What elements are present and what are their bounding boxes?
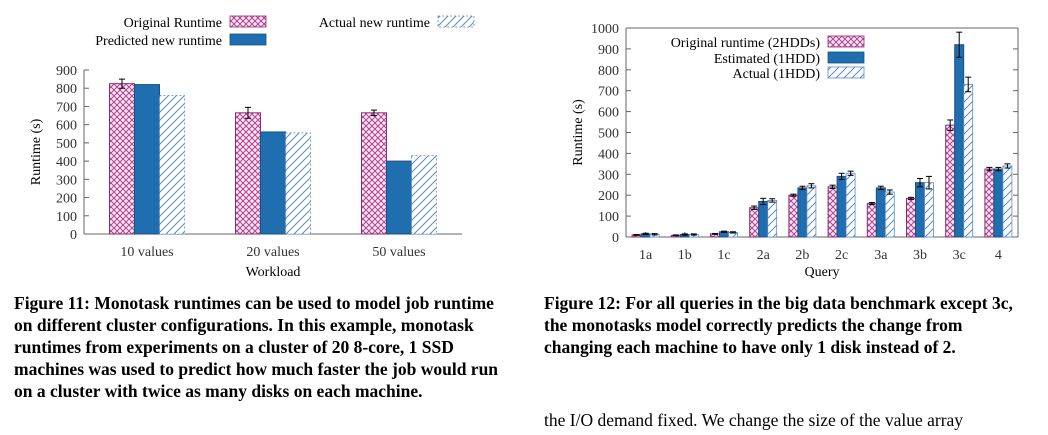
x-tick-label: 2b: [795, 248, 809, 263]
y-tick-label: 300: [56, 173, 77, 188]
bar-predicted: [915, 182, 925, 238]
legend-label: Actual (1HDD): [733, 67, 821, 82]
bar-actual: [806, 185, 817, 238]
legend-swatch-actual: [437, 15, 475, 28]
y-tick-label: 600: [598, 106, 619, 121]
y-tick-label: 200: [56, 192, 77, 207]
y-tick-label: 500: [56, 137, 77, 152]
x-tick-label: 3a: [874, 248, 888, 263]
x-tick-label: 50 values: [372, 245, 425, 260]
legend-swatch-predicted: [229, 33, 267, 46]
legend-label: Original Runtime: [124, 16, 222, 31]
bar-original: [749, 207, 760, 238]
legend-swatch-original: [229, 15, 267, 28]
y-tick-label: 1000: [591, 22, 619, 37]
bar-predicted: [875, 187, 886, 238]
x-tick-label: 10 values: [120, 245, 173, 260]
x-tick-label: 4: [995, 248, 1002, 263]
y-tick-label: 100: [598, 210, 619, 225]
figure-12: 0 100 200 300 400 500 600 700 800 900 1000 Runtime …: [530, 0, 1048, 435]
bar-actual: [1002, 165, 1013, 238]
bar-actual: [767, 200, 778, 238]
y-tick-label: 0: [612, 231, 619, 246]
legend-swatch-actual: [827, 66, 865, 79]
y-tick-label: 400: [598, 147, 619, 162]
bar-original: [827, 186, 838, 238]
x-tick-label: 20 values: [246, 245, 299, 260]
bar-original: [361, 112, 387, 235]
legend-swatch-predicted: [827, 51, 865, 64]
bar-predicted: [386, 160, 412, 235]
figure-11-chart: 0 100 200 300 400 500 600 700 800 900 Runtime (s) W…: [29, 15, 475, 280]
legend-label: Estimated (1HDD): [714, 52, 820, 67]
bar-actual: [884, 191, 895, 238]
x-tick-label: 1b: [678, 248, 692, 263]
y-axis-label: Runtime (s): [29, 118, 44, 185]
y-tick-label: 200: [598, 189, 619, 204]
figure-12-chart: 0 100 200 300 400 500 600 700 800 900 1000 Runtime …: [571, 22, 1019, 280]
bar-original: [109, 83, 135, 235]
bar-actual: [285, 132, 311, 235]
figure-11: 0 100 200 300 400 500 600 700 800 900 Runtime (s) W…: [14, 15, 499, 401]
y-tick-label: 0: [70, 228, 77, 243]
x-tick-label: 1a: [639, 248, 653, 263]
bar-predicted: [260, 131, 286, 235]
bar-original: [984, 168, 995, 238]
body-text: the I/O demand fixed. We change the size…: [544, 410, 964, 430]
x-tick-label: 3b: [913, 248, 927, 263]
bar-predicted: [993, 168, 1004, 238]
x-tick-label: 2c: [835, 248, 848, 263]
bar-predicted: [836, 175, 847, 238]
y-tick-label: 800: [56, 82, 77, 97]
x-tick-label: 1c: [717, 248, 730, 263]
y-tick-label: 900: [56, 64, 77, 79]
bar-original: [945, 124, 956, 238]
bar-original: [235, 112, 261, 235]
bar-predicted: [134, 84, 160, 235]
y-tick-label: 800: [598, 64, 619, 79]
figure-12-caption: Figure 12: For all queries in the big da…: [544, 293, 1013, 357]
bar-original: [866, 203, 877, 238]
y-tick-label: 600: [56, 119, 77, 134]
y-tick-label: 900: [598, 43, 619, 58]
legend-label: Original runtime (2HDDs): [671, 36, 821, 51]
y-tick-label: 700: [598, 85, 619, 100]
y-tick-label: 700: [56, 100, 77, 115]
y-tick-label: 500: [598, 127, 619, 142]
x-axis-label: Query: [805, 265, 840, 280]
x-tick-label: 3c: [953, 248, 966, 263]
bar-predicted: [954, 44, 965, 238]
bar-predicted: [797, 187, 808, 238]
bar-actual: [963, 84, 974, 238]
y-tick-label: 300: [598, 168, 619, 183]
bar-actual: [845, 172, 856, 238]
bar-original: [788, 194, 799, 238]
legend-swatch-original: [827, 35, 865, 48]
bar-actual: [411, 155, 437, 235]
bar-original: [906, 197, 916, 238]
bar-predicted: [758, 200, 769, 238]
bar-actual: [159, 95, 185, 235]
y-tick-label: 100: [56, 210, 77, 225]
y-tick-label: 400: [56, 155, 77, 170]
legend-label: Actual new runtime: [319, 16, 430, 31]
x-axis-label: Workload: [246, 265, 301, 280]
legend-label: Predicted new runtime: [95, 34, 222, 49]
figure-11-caption: Figure 11: Monotask runtimes can be used…: [14, 293, 499, 401]
y-axis-label: Runtime (s): [571, 99, 586, 166]
bar-actual: [924, 182, 934, 238]
x-tick-label: 2a: [757, 248, 771, 263]
